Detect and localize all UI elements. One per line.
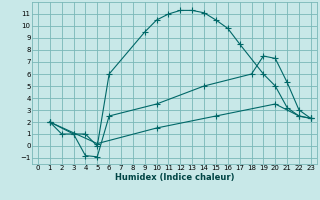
X-axis label: Humidex (Indice chaleur): Humidex (Indice chaleur) xyxy=(115,173,234,182)
